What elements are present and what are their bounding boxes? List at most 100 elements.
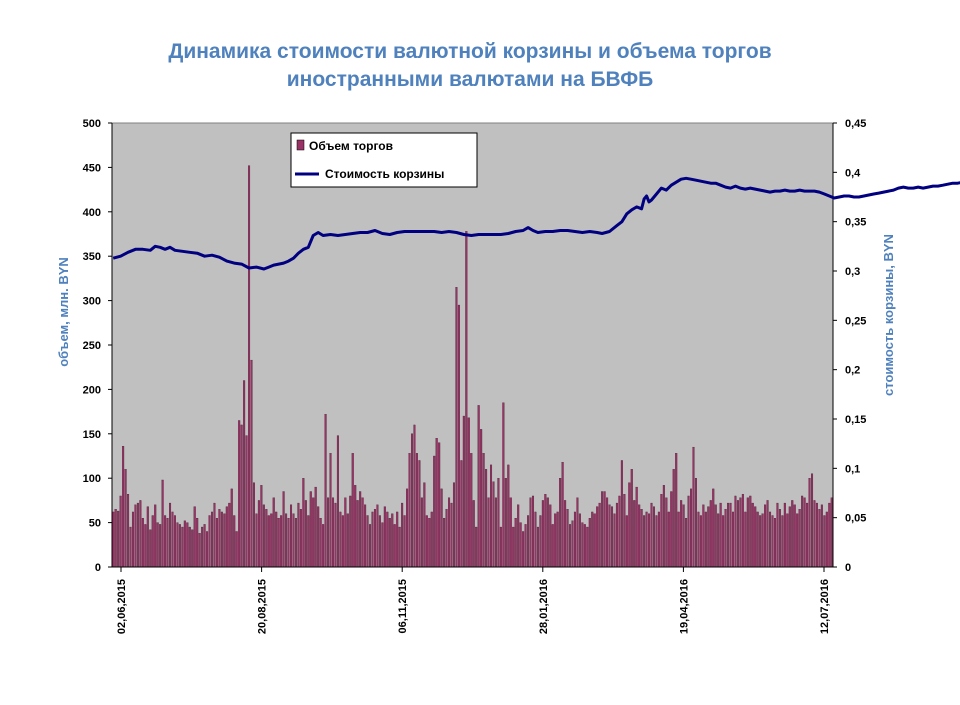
left-tick-label: 200 [83,384,101,396]
volume-bar [373,509,376,568]
volume-bar [213,502,216,568]
right-axis: 0 0,05 0,1 0,15 0,2 0,25 0,3 0,35 0,4 0,45 [832,118,866,574]
volume-bar [388,518,391,568]
volume-bar [289,504,293,568]
volume-bar [356,500,359,568]
volume-bar [539,515,542,568]
volume-bar [223,513,226,568]
volume-bar [314,486,317,568]
volume-bar [188,526,191,568]
right-axis-label: стоимость корзины, BYN [881,234,896,396]
volume-bar [504,478,507,568]
volume-bar [381,522,384,568]
volume-bar [682,504,685,568]
volume-bar [764,504,767,568]
volume-bar [327,497,330,568]
volume-bar [648,513,651,568]
volume-bar [685,518,688,568]
volume-bar [235,531,238,568]
volume-bar [633,500,636,568]
volume-bar [598,502,601,568]
volume-bar [297,502,300,568]
volume-bar [307,515,310,568]
right-tick-label: 0,45 [845,118,866,130]
volume-bar [482,453,485,568]
volume-bar [285,513,288,568]
volume-bar [709,500,712,568]
volume-bar [176,522,179,568]
volume-bar [169,502,172,568]
volume-bar [243,380,246,568]
volume-bar [324,414,327,568]
volume-bar [714,504,717,568]
volume-bar [499,526,502,568]
volume-bar [667,511,670,568]
volume-bar [156,522,159,568]
volume-bar [769,511,772,568]
volume-bar [606,497,609,568]
volume-bar [114,509,117,568]
left-tick-label: 100 [83,473,101,485]
volume-bar [781,515,784,568]
volume-bar [586,526,589,568]
volume-bar [820,504,823,568]
volume-bar [136,502,139,568]
volume-bar [265,509,268,568]
volume-bar [139,500,142,568]
volume-bar [304,500,307,568]
volume-bar [317,506,320,568]
volume-bar [524,524,527,568]
volume-bar [294,518,297,568]
volume-bar [497,478,500,568]
volume-bar [751,502,754,568]
volume-bar [122,446,125,568]
volume-bar [203,524,206,568]
volume-bar [778,509,781,568]
volume-bar [359,491,362,568]
left-tick-label: 0 [95,562,101,574]
volume-bar [771,515,774,568]
volume-bar [818,509,821,568]
volume-bar [415,453,418,568]
volume-bar [423,482,426,568]
volume-bar [312,497,315,568]
volume-bar [625,515,628,568]
volume-bar [690,488,693,568]
volume-bar [331,497,335,568]
volume-bar [238,420,241,568]
volume-bar [413,424,416,568]
volume-bar [408,453,411,568]
volume-bar [736,500,739,568]
volume-bar [448,497,451,568]
volume-bar [502,402,505,568]
volume-bar [228,502,231,568]
right-tick-label: 0,1 [845,463,860,475]
volume-bar [692,446,695,568]
volume-bar [601,491,604,568]
volume-bar [786,513,789,568]
volume-bar [522,531,525,568]
volume-bar [171,511,174,568]
volume-bar [564,500,567,568]
volume-bar [452,482,455,568]
volume-bar [401,502,404,568]
volume-bar [830,497,833,568]
volume-bar [813,500,816,568]
volume-bar [573,511,576,568]
volume-bar [339,511,342,568]
volume-bar [252,482,255,568]
volume-bar [566,509,569,568]
legend-volume-label: Объем торгов [309,139,393,153]
volume-bar [756,511,759,568]
volume-bar [507,464,510,568]
volume-bar [665,497,668,568]
volume-bar [608,504,611,568]
volume-bar [255,513,258,568]
volume-bar [655,515,658,568]
volume-bar [119,495,122,568]
volume-bar [660,494,663,568]
volume-bar [435,438,438,568]
volume-bar [349,495,352,568]
volume-bar [302,478,305,568]
